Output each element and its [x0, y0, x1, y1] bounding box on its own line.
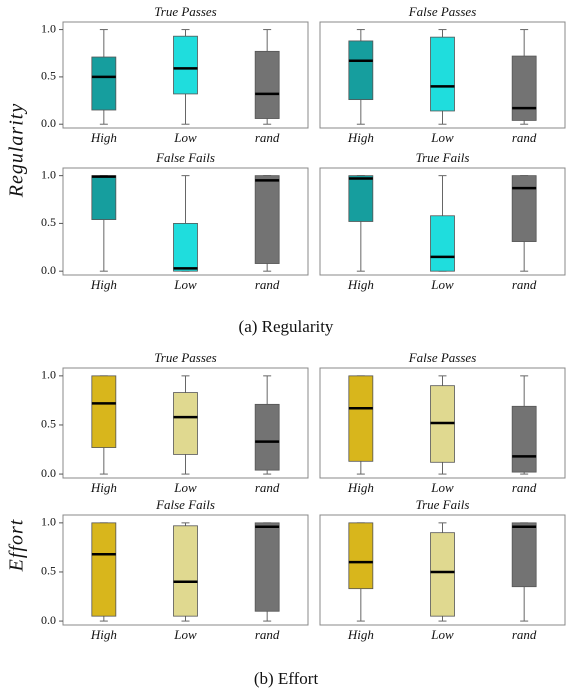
- box: [511, 405, 537, 473]
- x-tick-label: High: [90, 480, 117, 495]
- y-tick-label: 1.0: [41, 368, 56, 382]
- x-tick-label: High: [347, 627, 374, 642]
- box: [254, 403, 280, 471]
- panel-title: True Fails: [416, 150, 470, 165]
- box: [173, 392, 198, 455]
- y-tick-label: 0.0: [41, 466, 56, 480]
- x-tick-label: High: [90, 277, 117, 292]
- box: [173, 35, 198, 95]
- x-tick-label: High: [347, 480, 374, 495]
- box: [348, 175, 374, 222]
- box: [91, 375, 117, 448]
- panel-title: False Passes: [408, 350, 477, 365]
- figure-caption: (b) Effort: [254, 669, 319, 688]
- x-tick-label: Low: [430, 627, 454, 642]
- panel-title: True Fails: [416, 497, 470, 512]
- y-tick-label: 0.0: [41, 116, 56, 130]
- x-tick-label: High: [90, 130, 117, 145]
- x-tick-label: rand: [255, 627, 280, 642]
- box: [348, 40, 374, 101]
- panel-title: False Fails: [155, 497, 215, 512]
- y-tick-label: 1.0: [41, 167, 56, 181]
- box: [511, 175, 537, 242]
- plot-frame: [319, 21, 566, 129]
- x-tick-label: rand: [512, 480, 537, 495]
- plot-frame: [319, 514, 566, 626]
- panel-title: True Passes: [154, 350, 216, 365]
- x-tick-label: Low: [430, 480, 454, 495]
- panel-title: False Fails: [155, 150, 215, 165]
- box: [430, 532, 455, 617]
- x-tick-label: rand: [512, 130, 537, 145]
- box: [430, 36, 455, 112]
- y-tick-label: 0.5: [41, 215, 56, 229]
- y-tick-label: 0.5: [41, 564, 56, 578]
- plot-frame: [319, 167, 566, 276]
- box: [91, 56, 117, 111]
- plot-frame: [62, 167, 309, 276]
- plot-frame: [62, 21, 309, 129]
- y-tick-label: 0.0: [41, 263, 56, 277]
- x-tick-label: rand: [255, 277, 280, 292]
- group-y-label: Effort: [6, 519, 28, 573]
- plot-frame: [62, 514, 309, 626]
- y-tick-label: 1.0: [41, 21, 56, 35]
- box: [254, 522, 280, 612]
- box: [511, 522, 537, 588]
- panel-title: True Passes: [154, 4, 216, 19]
- box: [173, 223, 198, 272]
- x-tick-label: rand: [255, 130, 280, 145]
- plot-frame: [319, 367, 566, 479]
- x-tick-label: Low: [173, 627, 197, 642]
- figure-caption: (a) Regularity: [239, 317, 334, 336]
- x-tick-label: Low: [173, 130, 197, 145]
- group-y-label: Regularity: [6, 103, 28, 198]
- x-tick-label: High: [90, 627, 117, 642]
- y-tick-label: 0.0: [41, 613, 56, 627]
- box: [254, 175, 280, 264]
- x-tick-label: Low: [430, 277, 454, 292]
- x-tick-label: rand: [255, 480, 280, 495]
- box: [254, 50, 280, 119]
- x-tick-label: Low: [173, 480, 197, 495]
- x-tick-label: Low: [173, 277, 197, 292]
- x-tick-label: High: [347, 277, 374, 292]
- panel-title: False Passes: [408, 4, 477, 19]
- box: [511, 55, 537, 121]
- y-tick-label: 0.5: [41, 417, 56, 431]
- x-tick-label: rand: [512, 277, 537, 292]
- box: [91, 522, 117, 617]
- x-tick-label: High: [347, 130, 374, 145]
- plot-frame: [62, 367, 309, 479]
- y-tick-label: 1.0: [41, 515, 56, 529]
- box: [348, 522, 374, 590]
- box: [348, 375, 374, 462]
- box: [91, 175, 117, 220]
- box: [430, 215, 455, 272]
- x-tick-label: Low: [430, 130, 454, 145]
- x-tick-label: rand: [512, 627, 537, 642]
- y-tick-label: 0.5: [41, 69, 56, 83]
- box: [173, 525, 198, 617]
